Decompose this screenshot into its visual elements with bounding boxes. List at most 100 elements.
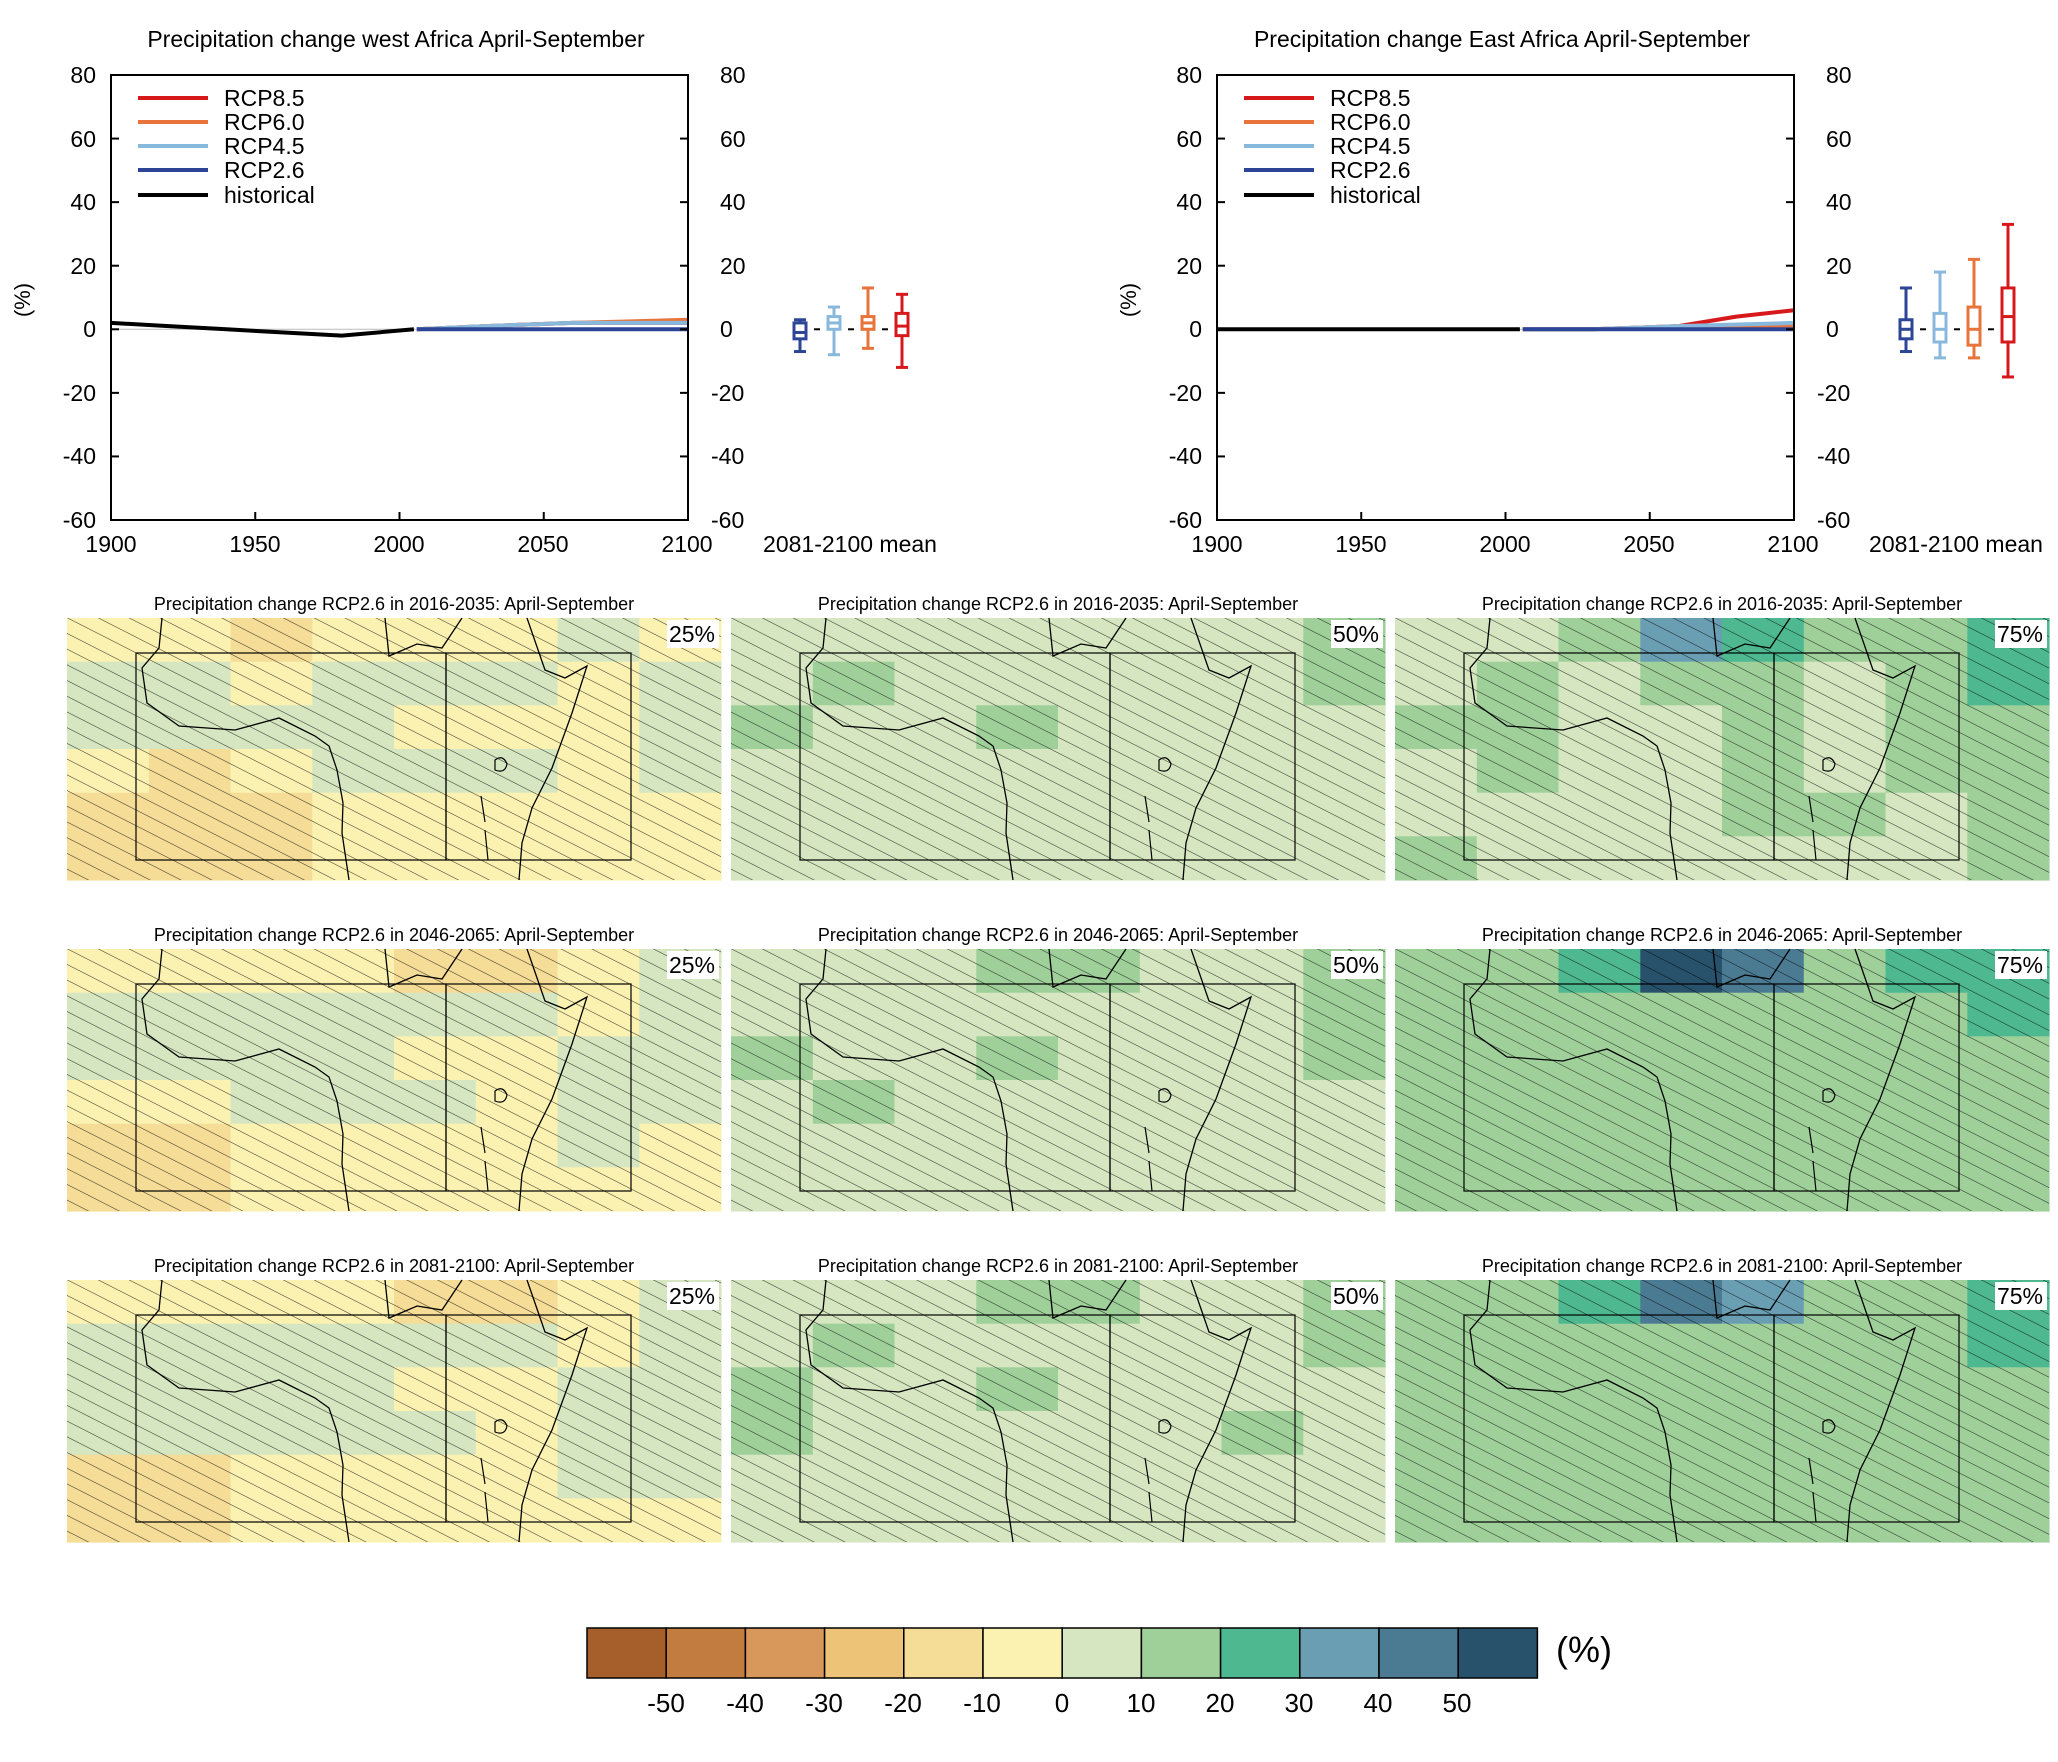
map-panel: Precipitation change RCP2.6 in 2016-2035…: [1395, 594, 2050, 881]
x-tick-label: 2100: [1767, 531, 1818, 557]
percentile-label-bg: [1331, 620, 1383, 648]
lake-outline: [494, 1419, 508, 1434]
map-panel: Precipitation change RCP2.6 in 2046-2065…: [67, 925, 722, 1212]
lake-outline: [480, 1126, 489, 1192]
hatch-overlay: [731, 1280, 1385, 1542]
lake-outline: [494, 757, 508, 772]
percentile-label: 25%: [669, 621, 715, 647]
y-tick-label: -40: [63, 443, 96, 469]
percentile-label-bg: [1995, 1282, 2047, 1310]
lake-outline: [1158, 757, 1172, 772]
map-cells: 75%: [1395, 617, 2050, 881]
y-tick-label: 20: [1176, 253, 1202, 279]
colorbar-swatch: [586, 1627, 667, 1679]
x-tick-label: 1900: [85, 531, 136, 557]
percentile-label: 75%: [1997, 1283, 2043, 1309]
legend-label: historical: [224, 182, 315, 208]
x-ticks: 1900 1950 2000 2050 2100: [1191, 531, 1818, 557]
y-tick-label: 80: [1826, 62, 1852, 88]
box-body: [2000, 286, 2016, 344]
y-tick-label: 20: [720, 253, 746, 279]
legend-label: RCP6.0: [1330, 109, 1411, 135]
y-tick-label: 40: [720, 189, 746, 215]
y-tick-label: -40: [1817, 443, 1850, 469]
box-body: [792, 321, 808, 341]
y-tick-label: 60: [1176, 126, 1202, 152]
colorbar-swatch: [1061, 1627, 1143, 1679]
map-cells: 50%: [731, 1279, 1386, 1543]
coastline: [1469, 617, 1917, 881]
map-cells: 50%: [731, 948, 1386, 1212]
y-tick-label: 60: [1826, 126, 1852, 152]
timeseries-title: Precipitation change west Africa April-S…: [147, 26, 645, 52]
coastline: [141, 1279, 589, 1543]
colorbar-swatch: [744, 1627, 826, 1679]
map-panel: Precipitation change RCP2.6 in 2081-2100…: [1395, 1256, 2050, 1543]
coastline: [805, 1279, 1253, 1543]
colorbar-tick-label: 0: [1055, 1688, 1069, 1718]
colorbar-swatch: [1299, 1627, 1380, 1679]
coastline: [141, 617, 589, 881]
lake-outline: [480, 1457, 489, 1523]
colorbar: (%) -50 -40 -30 -20 -10 0 10 20 30 40 50: [586, 1627, 1612, 1718]
legend-label: RCP4.5: [224, 133, 305, 159]
map-title: Precipitation change RCP2.6 in 2081-2100…: [154, 1256, 634, 1276]
legend: RCP8.5 RCP6.0 RCP4.5 RCP2.6 historical: [138, 85, 315, 208]
y-tick-label: -60: [1817, 507, 1850, 533]
map-title: Precipitation change RCP2.6 in 2016-2035…: [1482, 594, 1962, 614]
map-panel: Precipitation change RCP2.6 in 2081-2100…: [67, 1256, 722, 1543]
y-tick-label: -20: [1817, 380, 1850, 406]
map-title: Precipitation change RCP2.6 in 2046-2065…: [818, 925, 1298, 945]
percentile-label-bg: [1995, 620, 2047, 648]
percentile-label: 25%: [669, 952, 715, 978]
y-tick-label: 0: [1826, 316, 1839, 342]
colorbar-tick-label: 50: [1443, 1688, 1472, 1718]
x-tick-label: 1950: [229, 531, 280, 557]
x-tick-label: 2050: [517, 531, 568, 557]
legend-label: RCP8.5: [1330, 85, 1411, 111]
boxplot-label: 2081-2100 mean: [763, 531, 937, 557]
percentile-label: 25%: [669, 1283, 715, 1309]
legend-label: RCP2.6: [1330, 157, 1411, 183]
hatch-overlay: [731, 618, 1385, 880]
y-tick-label: -20: [63, 380, 96, 406]
map-title: Precipitation change RCP2.6 in 2016-2035…: [818, 594, 1298, 614]
colorbar-swatch: [1140, 1627, 1222, 1679]
percentile-label: 50%: [1333, 1283, 1379, 1309]
percentile-label: 75%: [1997, 952, 2043, 978]
box-body: [1932, 311, 1948, 344]
map-panel: Precipitation change RCP2.6 in 2016-2035…: [67, 594, 722, 881]
y-tick-label: 80: [720, 62, 746, 88]
colorbar-tick-label: 10: [1127, 1688, 1156, 1718]
hatch-overlay: [67, 1280, 721, 1542]
coastline: [141, 948, 589, 1212]
y-axis-label: (%): [10, 283, 35, 317]
y-tick-label: -60: [711, 507, 744, 533]
colorbar-swatch: [665, 1627, 747, 1679]
colorbar-swatch: [1219, 1627, 1301, 1679]
legend-label: RCP8.5: [224, 85, 305, 111]
y-tick-label: -20: [711, 380, 744, 406]
percentile-label-bg: [1995, 951, 2047, 979]
map-title: Precipitation change RCP2.6 in 2081-2100…: [818, 1256, 1298, 1276]
colorbar-tick-label: 40: [1364, 1688, 1393, 1718]
colorbar-tick-label: 30: [1285, 1688, 1314, 1718]
hatch-overlay: [1395, 949, 2049, 1211]
y-tick-label: 40: [70, 189, 96, 215]
legend-label: RCP6.0: [224, 109, 305, 135]
map-cells: 25%: [67, 617, 722, 881]
y-tick-label: 20: [70, 253, 96, 279]
y-tick-label: 20: [1826, 253, 1852, 279]
timeseries-east-africa: Precipitation change East Africa April-S…: [1116, 26, 2043, 557]
plot-frame: [110, 74, 689, 521]
x-tick-label: 1950: [1335, 531, 1386, 557]
map-title: Precipitation change RCP2.6 in 2081-2100…: [1482, 1256, 1962, 1276]
series-line-historical: [110, 320, 415, 338]
percentile-label-bg: [1331, 951, 1383, 979]
lake-outline: [1822, 757, 1836, 772]
boxplot-layer: [792, 286, 910, 369]
percentile-label-bg: [667, 620, 719, 648]
colorbar-tick-label: -30: [805, 1688, 843, 1718]
lake-outline: [1158, 1088, 1172, 1103]
hatch-overlay: [67, 949, 721, 1211]
